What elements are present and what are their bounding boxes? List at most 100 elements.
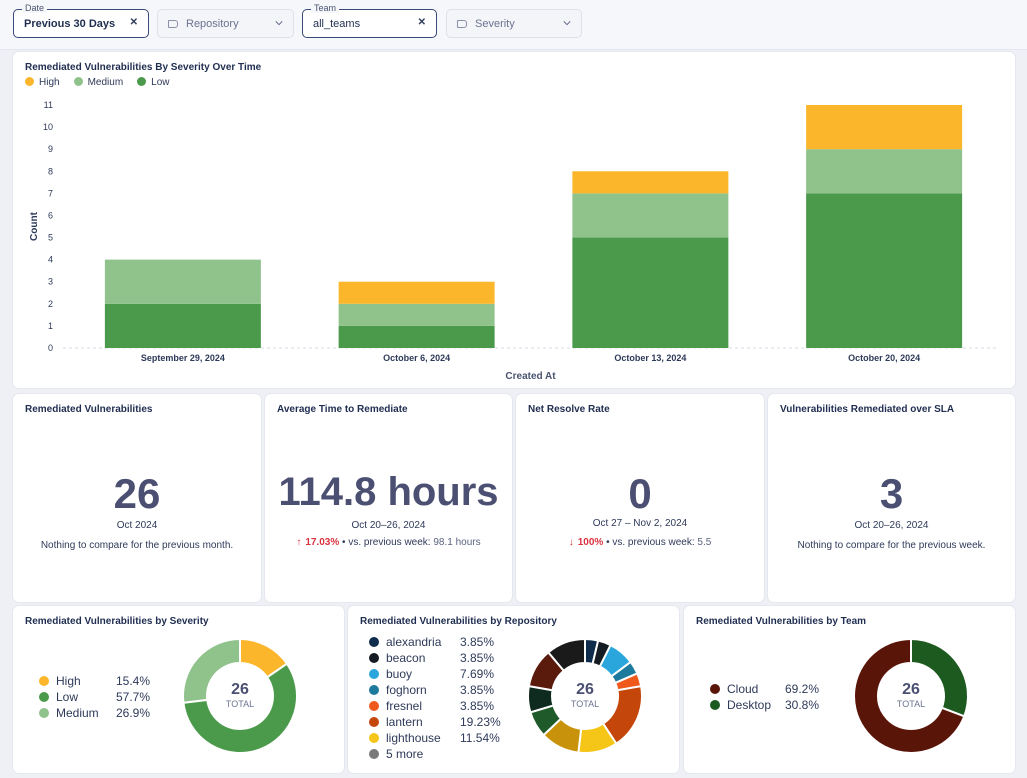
x-tick-label: September 29, 2024 <box>141 353 225 363</box>
arrow-down-icon: ↓ <box>568 537 574 548</box>
bar-medium[interactable] <box>104 259 261 304</box>
legend-medium[interactable]: Medium <box>73 77 123 88</box>
kpi-prev: 5.5 <box>697 537 712 548</box>
donut-segment[interactable] <box>853 637 966 754</box>
date-filter-legend: Date <box>22 3 48 13</box>
chevron-down-icon <box>275 21 283 26</box>
bar-high[interactable] <box>806 105 963 150</box>
legend-item[interactable]: beacon 3.85% <box>369 650 501 666</box>
y-tick-label: 3 <box>48 277 53 287</box>
kpi-over-sla-card: Vulnerabilities Remediated over SLA 3 Oc… <box>768 394 1015 602</box>
kpi-prev: 98.1 hours <box>433 537 481 548</box>
bar-medium[interactable] <box>806 149 963 194</box>
kpi-period: Oct 27 – Nov 2, 2024 <box>592 518 688 529</box>
kpi-remediated-card: Remediated Vulnerabilities 26 Oct 2024 N… <box>13 394 261 602</box>
kpi-period: Oct 2024 <box>116 520 158 531</box>
y-tick-label: 4 <box>48 255 53 265</box>
donut-segment[interactable] <box>182 662 298 754</box>
x-tick-label: October 20, 2024 <box>848 353 920 363</box>
clear-date-icon[interactable]: ✕ <box>129 17 138 28</box>
bar-medium[interactable] <box>338 303 495 326</box>
kpi-period: Oct 20–26, 2024 <box>854 520 929 531</box>
donut-title: Remediated Vulnerabilities by Severity <box>25 616 209 627</box>
legend-swatch <box>39 676 49 686</box>
y-tick-label: 2 <box>48 299 53 309</box>
legend-item[interactable]: Desktop 30.8% <box>710 697 819 713</box>
bar-low[interactable] <box>104 303 261 348</box>
legend-item[interactable]: Low 57.7% <box>39 689 150 705</box>
chart-title: Remediated Vulnerabilities By Severity O… <box>25 62 262 73</box>
donut-center: 26 TOTAL <box>181 681 299 709</box>
legend-value: 3.85% <box>460 635 495 649</box>
kpi-title: Average Time to Remediate <box>277 404 408 415</box>
legend-swatch <box>369 669 379 679</box>
bar-high[interactable] <box>572 171 729 194</box>
kpi-value: 114.8 hours <box>278 470 499 514</box>
team-donut-card: Remediated Vulnerabilities by Team Cloud… <box>684 606 1015 773</box>
kpi-avg-time-card: Average Time to Remediate 114.8 hours Oc… <box>265 394 512 602</box>
y-tick-label: 8 <box>48 166 53 176</box>
kpi-pct: 17.03% <box>305 537 340 548</box>
kpi-period: Oct 20–26, 2024 <box>351 520 426 531</box>
x-tick-label: October 13, 2024 <box>614 353 686 363</box>
legend-swatch <box>369 653 379 663</box>
legend-value: 11.54% <box>460 731 500 745</box>
donut-center: 26 TOTAL <box>526 681 644 709</box>
legend-high[interactable]: High <box>25 77 60 88</box>
legend-label: 5 more <box>386 747 424 761</box>
bar-low[interactable] <box>572 237 729 348</box>
legend-item[interactable]: Medium 26.9% <box>39 705 150 721</box>
chevron-down-icon <box>563 21 571 26</box>
legend-item[interactable]: 5 more <box>369 746 501 762</box>
legend-label: lighthouse <box>386 731 441 745</box>
team-legend: Cloud 69.2% Desktop 30.8% <box>710 681 819 713</box>
legend-value: 7.69% <box>460 667 495 681</box>
bar-low[interactable] <box>806 193 963 348</box>
legend-label: Desktop <box>727 698 772 712</box>
y-tick-label: 0 <box>48 343 53 353</box>
legend-item[interactable]: High 15.4% <box>39 673 150 689</box>
legend-label: alexandria <box>386 635 442 649</box>
donut-total-label: TOTAL <box>896 699 926 709</box>
y-tick-label: 10 <box>43 122 53 132</box>
clear-team-icon[interactable]: ✕ <box>417 17 426 28</box>
legend-value: 26.9% <box>116 706 151 720</box>
kpi-compare: Nothing to compare for the previous mont… <box>40 540 234 551</box>
arrow-up-icon: ↑ <box>296 537 302 548</box>
y-tick-label: 1 <box>48 321 53 331</box>
donut-center: 26 TOTAL <box>852 681 970 709</box>
legend-item[interactable]: lighthouse 11.54% <box>369 730 501 746</box>
bar-low[interactable] <box>338 325 495 348</box>
legend-item[interactable]: buoy 7.69% <box>369 666 501 682</box>
legend-value: 57.7% <box>116 690 151 704</box>
donut-total: 26 <box>576 681 594 698</box>
x-tick-label: October 6, 2024 <box>383 353 450 363</box>
legend-item[interactable]: fresnel 3.85% <box>369 698 501 714</box>
kpi-title: Vulnerabilities Remediated over SLA <box>780 404 955 415</box>
legend-label: buoy <box>386 667 413 681</box>
bar-chart: 0 1 2 3 4 5 6 7 8 9 10 11 Count Created At September 2… <box>29 100 998 382</box>
date-filter[interactable]: Date Previous 30 Days ✕ <box>13 3 149 38</box>
bar-medium[interactable] <box>572 193 729 238</box>
legend-item[interactable]: lantern 19.23% <box>369 714 501 730</box>
x-axis-label: Created At <box>505 371 556 382</box>
legend-swatch <box>369 717 379 727</box>
kpi-compare: Nothing to compare for the previous week… <box>797 540 986 551</box>
repository-filter[interactable]: Repository <box>157 9 294 38</box>
severity-filter[interactable]: Severity <box>446 9 582 38</box>
legend-item[interactable]: alexandria 3.85% <box>369 634 501 650</box>
legend-item[interactable]: foghorn 3.85% <box>369 682 501 698</box>
legend-item[interactable]: Cloud 69.2% <box>710 681 819 697</box>
donut-segment[interactable] <box>546 637 586 673</box>
y-tick-label: 9 <box>48 144 53 154</box>
severity-donut-card: Remediated Vulnerabilities by Severity H… <box>13 606 344 773</box>
donut-total: 26 <box>902 681 920 698</box>
legend-value: 69.2% <box>785 682 820 696</box>
bar-high[interactable] <box>338 281 495 304</box>
legend-label: foghorn <box>386 683 427 697</box>
filter-bar: Date Previous 30 Days ✕ Repository Team … <box>0 0 1027 50</box>
legend-low[interactable]: Low <box>137 77 170 88</box>
team-filter[interactable]: Team all_teams ✕ <box>302 3 437 38</box>
donut-segment[interactable] <box>182 637 241 704</box>
severity-legend: High 15.4% Low 57.7% Medium 26.9% <box>39 673 150 721</box>
